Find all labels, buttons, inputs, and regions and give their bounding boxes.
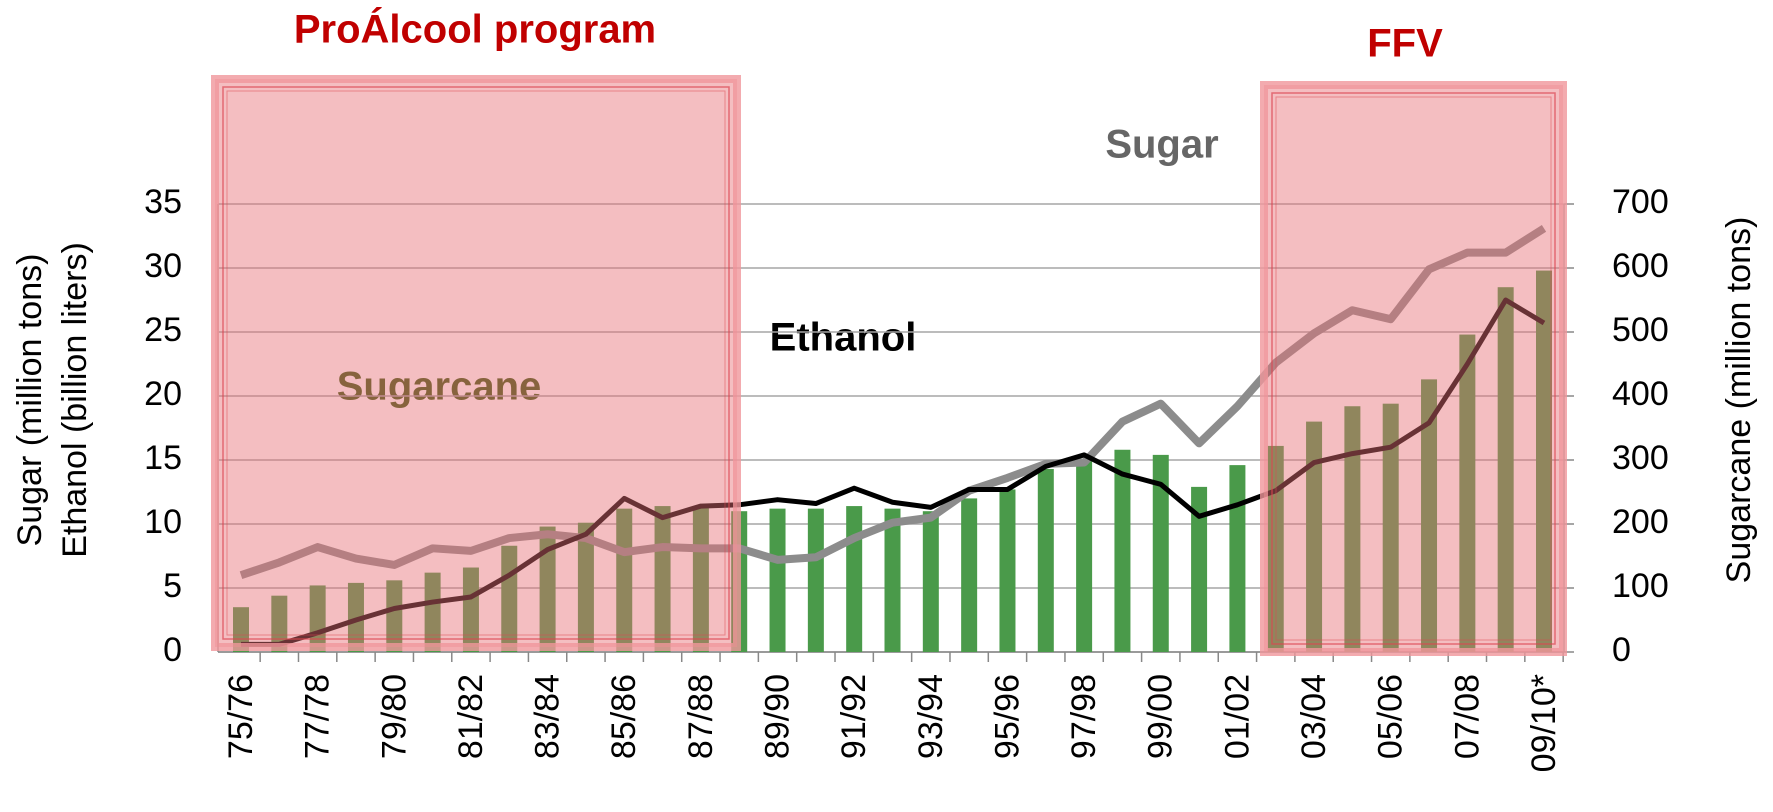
x-tick-label: 91/92 bbox=[835, 674, 873, 759]
bar bbox=[1459, 334, 1476, 652]
bar bbox=[1152, 454, 1169, 652]
y-axis-label: Ethanol (billion liters) bbox=[56, 242, 94, 558]
bar bbox=[1497, 287, 1514, 652]
x-tick-label: 83/84 bbox=[529, 674, 567, 759]
bar bbox=[807, 508, 824, 652]
y2-tick-label: 700 bbox=[1612, 183, 1669, 221]
y2-tick-label: 500 bbox=[1612, 311, 1669, 349]
x-tick-label: 95/96 bbox=[988, 674, 1026, 759]
line bbox=[241, 297, 1546, 647]
bar bbox=[616, 508, 633, 652]
y-tick-label: 5 bbox=[163, 567, 182, 605]
x-tick-label: 07/08 bbox=[1448, 674, 1486, 759]
y-tick-label: 30 bbox=[144, 247, 182, 285]
bar bbox=[884, 508, 901, 652]
highlight-box bbox=[1260, 81, 1567, 656]
x-tick-label: 99/00 bbox=[1142, 674, 1180, 759]
annotation: FFV bbox=[1367, 22, 1443, 66]
bar bbox=[846, 506, 863, 652]
y-tick-label: 35 bbox=[144, 183, 182, 221]
highlight-border bbox=[1271, 92, 1556, 645]
bar bbox=[999, 489, 1016, 652]
bar bbox=[654, 506, 671, 652]
bar bbox=[1076, 458, 1093, 652]
y-tick-label: 15 bbox=[144, 439, 182, 477]
annotation: ProÁlcool program bbox=[294, 7, 656, 52]
annotation: Sugar bbox=[1105, 123, 1218, 167]
bar bbox=[1421, 379, 1438, 652]
y2-tick-label: 600 bbox=[1612, 247, 1669, 285]
y2-tick-label: 400 bbox=[1612, 375, 1669, 413]
x-tick-label: 77/78 bbox=[299, 674, 337, 759]
x-tick-label: 03/04 bbox=[1295, 674, 1333, 759]
x-tick-label: 75/76 bbox=[222, 674, 260, 759]
bar bbox=[1037, 468, 1054, 652]
bar bbox=[539, 526, 556, 652]
bar bbox=[961, 498, 978, 652]
highlight-border bbox=[222, 86, 730, 640]
y-axis-label: Sugar (million tons) bbox=[11, 254, 49, 547]
bar bbox=[462, 567, 479, 652]
x-tick-label: 09/10* bbox=[1525, 674, 1563, 772]
highlight-border bbox=[1275, 96, 1552, 641]
bar bbox=[1536, 270, 1552, 652]
y-tick-label: 0 bbox=[163, 631, 182, 669]
y-tick-label: 25 bbox=[144, 311, 182, 349]
bar bbox=[424, 572, 441, 652]
x-tick-label: 89/90 bbox=[759, 674, 797, 759]
x-tick-label: 87/88 bbox=[682, 674, 720, 759]
y2-tick-label: 200 bbox=[1612, 503, 1669, 541]
y2-tick-label: 100 bbox=[1612, 567, 1669, 605]
bar bbox=[1306, 421, 1323, 652]
y2-axis-label: Sugarcane (million tons) bbox=[1720, 217, 1758, 584]
x-tick-label: 97/98 bbox=[1065, 674, 1103, 759]
bar bbox=[922, 511, 939, 652]
bar bbox=[577, 522, 594, 652]
x-tick-label: 79/80 bbox=[375, 674, 413, 759]
bar bbox=[386, 580, 403, 652]
x-tick-label: 05/06 bbox=[1372, 674, 1410, 759]
y-tick-label: 20 bbox=[144, 375, 182, 413]
bar bbox=[769, 508, 786, 652]
bar bbox=[692, 507, 709, 652]
x-tick-label: 81/82 bbox=[452, 674, 490, 759]
y2-tick-label: 0 bbox=[1612, 631, 1631, 669]
bar bbox=[1114, 449, 1131, 652]
x-tick-label: 01/02 bbox=[1218, 674, 1256, 759]
highlight-border bbox=[226, 90, 726, 636]
annotation: Sugarcane bbox=[337, 365, 542, 409]
bar bbox=[1229, 465, 1246, 652]
x-tick-label: 93/94 bbox=[912, 674, 950, 759]
line bbox=[239, 224, 1547, 579]
bar bbox=[1344, 406, 1361, 652]
bar bbox=[1382, 403, 1399, 652]
y-tick-label: 10 bbox=[144, 503, 182, 541]
y2-tick-label: 300 bbox=[1612, 439, 1669, 477]
x-tick-label: 85/86 bbox=[605, 674, 643, 759]
highlight-box bbox=[211, 75, 741, 651]
bar bbox=[1191, 486, 1208, 652]
bar bbox=[271, 595, 288, 652]
bar bbox=[233, 607, 249, 652]
annotation: Ethanol bbox=[770, 316, 917, 360]
